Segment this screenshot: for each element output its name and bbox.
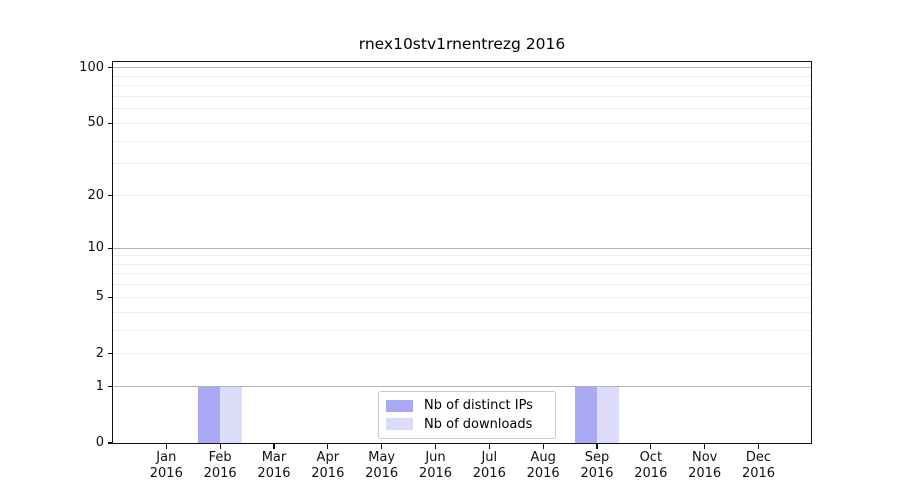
x-tick-label: Jun 2016 [418,450,453,481]
y-tick-label: 2 [95,345,104,361]
x-tick-label: Feb 2016 [203,450,237,481]
y-gridline-minor [113,255,811,257]
y-gridline-minor [113,273,811,275]
y-gridline-minor [113,108,811,110]
y-gridline-minor [113,296,811,298]
y-gridline-minor [113,163,811,165]
y-tick-label: 20 [87,187,104,203]
x-tick-label: May 2016 [365,450,399,481]
y-tick [108,194,113,197]
y-gridline-minor [113,122,811,124]
x-tick-label: Mar 2016 [257,450,291,481]
x-tick-label: Jul 2016 [472,450,506,481]
plot-canvas [113,62,811,443]
plot-area [112,61,812,444]
x-tick [488,444,490,449]
y-gridline-minor [113,85,811,87]
y-gridline-major [113,247,811,249]
y-gridline-minor [113,284,811,286]
legend-entry-distinct-ips: Nb of distinct IPs [386,397,546,416]
bar [574,386,597,443]
y-gridline-minor [113,195,811,197]
x-tick [165,444,167,449]
legend-label-distinct-ips: Nb of distinct IPs [424,398,533,414]
x-tick [434,444,437,449]
x-tick [704,444,706,449]
y-tick [108,122,113,125]
y-gridline-minor [113,311,811,313]
y-tick [108,296,113,298]
x-tick [596,444,598,449]
x-tick [650,444,652,449]
bar [198,386,221,443]
x-tick-label: Apr 2016 [311,450,345,481]
y-tick [108,247,113,249]
bar [596,386,619,443]
x-tick [542,444,544,449]
y-tick-label: 1 [95,378,104,394]
y-tick [108,67,113,69]
legend: Nb of distinct IPs Nb of downloads [378,391,556,439]
x-tick-label: Nov 2016 [688,450,722,481]
y-tick-label: 10 [87,240,104,256]
x-tick [327,444,329,449]
legend-swatch-downloads [386,418,413,431]
y-gridline-minor [113,353,811,355]
y-tick-label: 0 [95,435,104,450]
y-gridline-minor [113,329,811,331]
legend-entry-downloads: Nb of downloads [386,415,546,434]
y-tick [108,442,113,444]
y-tick-label: 50 [87,115,104,131]
x-tick-label: Dec 2016 [741,450,776,481]
legend-label-downloads: Nb of downloads [424,416,533,432]
y-gridline-minor [113,263,811,265]
x-tick [757,444,760,449]
x-tick [219,444,221,449]
x-tick-label: Aug 2016 [526,450,560,481]
x-tick-label: Sep 2016 [580,450,614,481]
x-tick [273,444,275,449]
y-gridline-major [113,386,811,388]
x-tick-label: Oct 2016 [634,450,668,481]
y-tick-label: 100 [79,59,104,75]
x-tick-label: Jan 2016 [149,450,183,481]
y-gridline-major [113,67,811,69]
y-tick [108,353,113,355]
y-tick [108,386,113,388]
chart-title: rnex10stv1rnentrezg 2016 [358,35,566,53]
legend-swatch-distinct-ips [386,399,413,412]
y-gridline-minor [113,140,811,142]
y-gridline-minor [113,75,811,77]
y-gridline-minor [113,96,811,98]
x-tick [381,444,383,449]
y-tick-label: 5 [95,289,104,305]
bar [220,386,243,443]
